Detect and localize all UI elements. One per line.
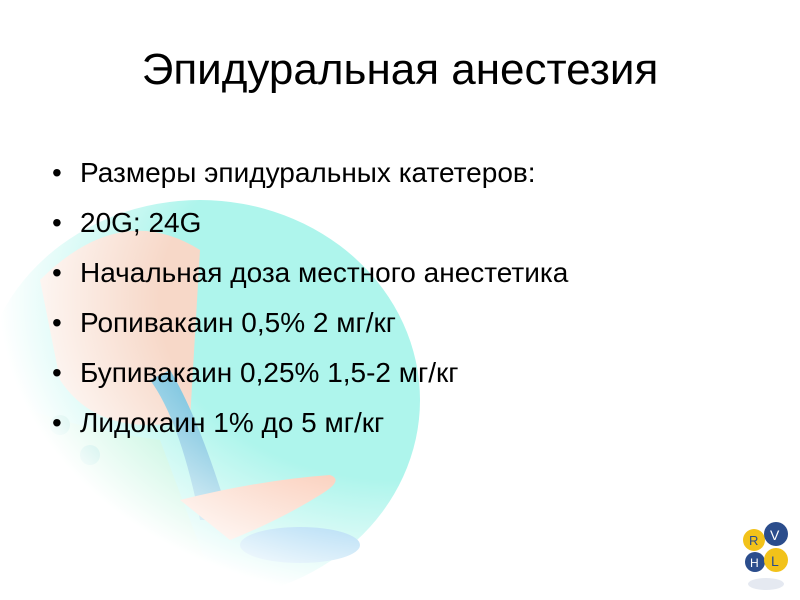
bullet-item: • Размеры эпидуральных катетеров: [52, 148, 568, 198]
bullet-glyph: • [52, 207, 62, 238]
svg-text:H: H [750, 556, 759, 570]
bullet-text: Ропивакаин 0,5% 2 мг/кг [80, 307, 396, 338]
bullet-item: • Бупивакаин 0,25% 1,5-2 мг/кг [52, 348, 568, 398]
bullet-list: • Размеры эпидуральных катетеров: • 20G; 2… [52, 148, 568, 448]
bullet-item: • Начальная доза местного анестетика [52, 248, 568, 298]
slide-title: Эпидуральная анестезия [141, 45, 659, 94]
svg-text:L: L [771, 553, 779, 569]
bullet-text: Начальная доза местного анестетика [80, 257, 569, 288]
bullet-text: Лидокаин 1% до 5 мг/кг [80, 407, 385, 438]
svg-text:V: V [770, 527, 780, 543]
bullet-item: • Лидокаин 1% до 5 мг/кг [52, 398, 568, 448]
bullet-text: Размеры эпидуральных катетеров: [80, 157, 536, 188]
bullet-item: • Ропивакаин 0,5% 2 мг/кг [52, 298, 568, 348]
bullet-glyph: • [52, 257, 62, 288]
bullet-text: 20G; 24G [80, 207, 202, 238]
bullet-glyph: • [52, 157, 62, 188]
bullet-text: Бупивакаин 0,25% 1,5-2 мг/кг [80, 357, 459, 388]
bullet-item: • 20G; 24G [52, 198, 568, 248]
bullet-glyph: • [52, 357, 62, 388]
rvhl-logo: R V H L [743, 522, 788, 590]
bullet-glyph: • [52, 307, 62, 338]
svg-text:R: R [749, 533, 758, 548]
bullet-glyph: • [52, 407, 62, 438]
